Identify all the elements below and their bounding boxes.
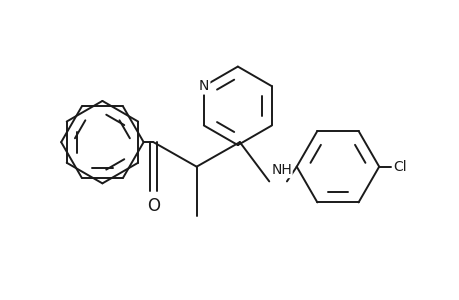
Text: NH: NH [271,164,291,178]
Text: N: N [198,79,208,93]
Text: O: O [146,197,160,215]
Text: Cl: Cl [392,160,406,174]
